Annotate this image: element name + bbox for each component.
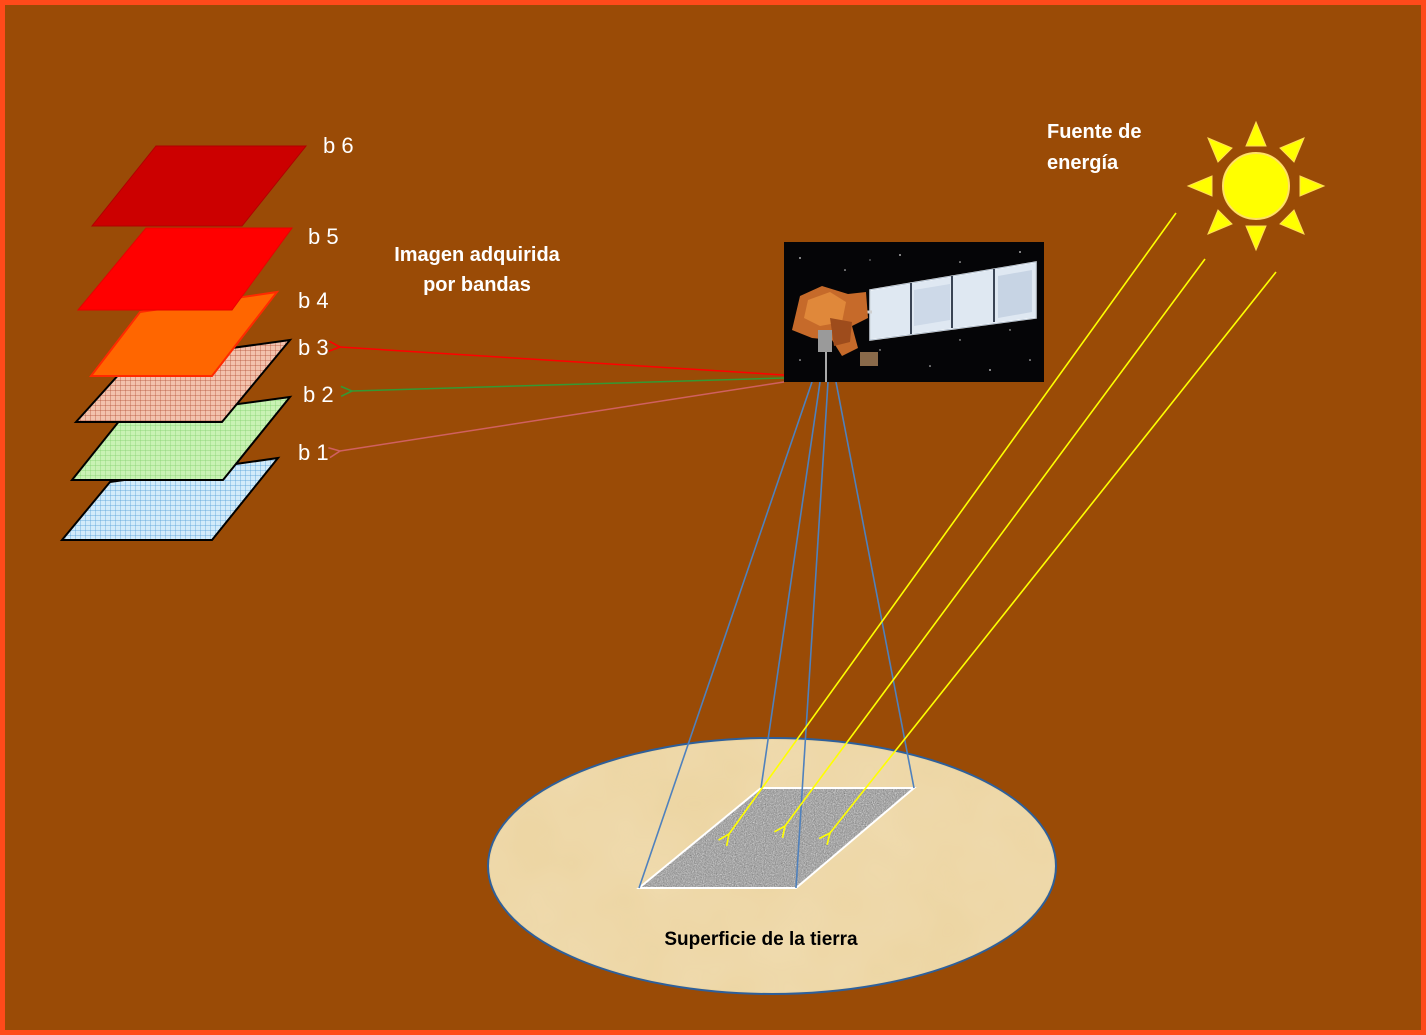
arrow-to-band-2	[340, 377, 785, 398]
image-label-line2: por bandas	[423, 274, 531, 296]
band-6-label: b 6	[323, 133, 354, 158]
sun-ray-1	[718, 212, 1177, 847]
band-3-layer	[73, 338, 293, 423]
band-stack	[59, 145, 308, 541]
arrow-to-band-1	[328, 381, 785, 459]
band-arrows	[328, 340, 785, 459]
sun-ray-3	[818, 271, 1277, 845]
surface-label: Superficie de la tierra	[664, 929, 858, 950]
band-1-label: b 1	[298, 440, 329, 465]
band-4-label: b 4	[298, 288, 329, 313]
satellite-icon	[784, 242, 1044, 382]
band-6-layer	[90, 145, 308, 227]
sun-rays	[718, 212, 1277, 847]
energy-label-line1: Fuente de	[1047, 121, 1141, 143]
band-5-label: b 5	[308, 224, 339, 249]
image-label-line1: Imagen adquirida	[394, 244, 560, 266]
band-3-label: b 3	[298, 335, 329, 360]
sun-icon	[1186, 120, 1326, 252]
arrow-to-band-3	[328, 340, 785, 376]
energy-label-line2: energía	[1047, 152, 1119, 174]
band-2-label: b 2	[303, 382, 334, 407]
band-5-layer	[76, 227, 293, 311]
sun-ray-2	[774, 258, 1206, 838]
